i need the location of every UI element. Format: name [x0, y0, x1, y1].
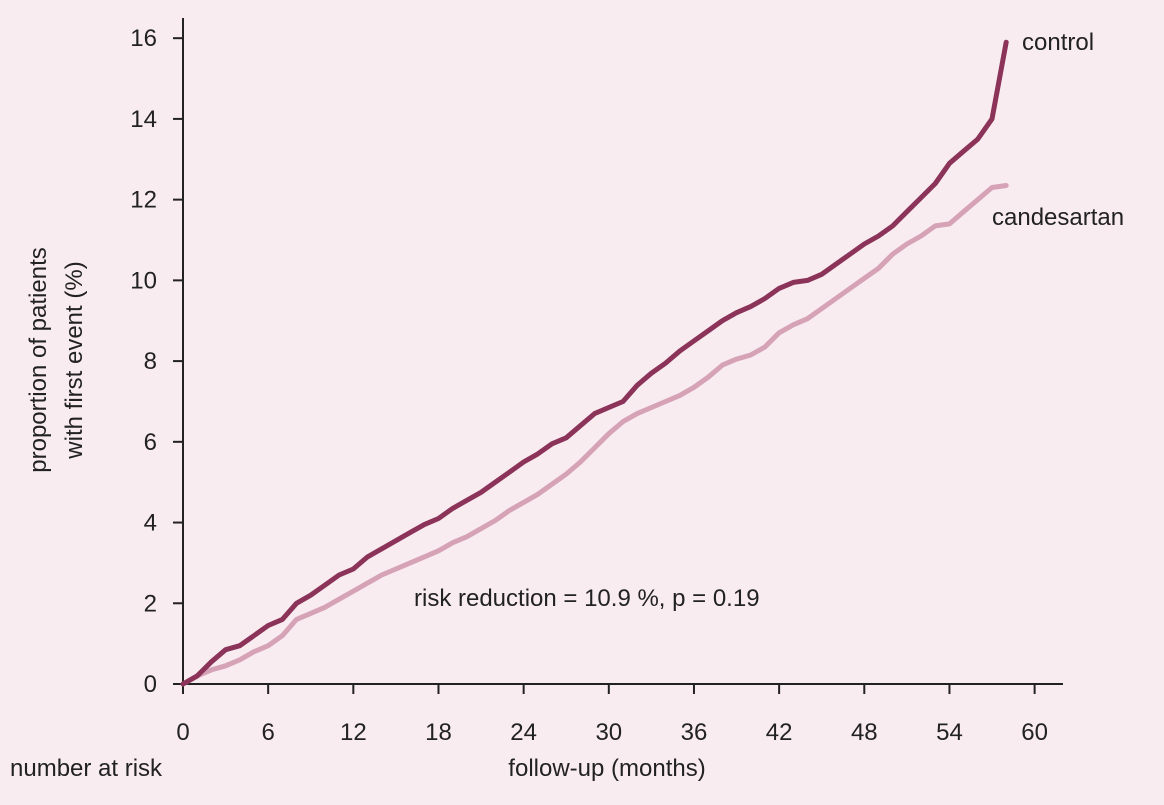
y-ticks: 0 2 4 6 8 10 12 14 16: [130, 25, 183, 698]
number-at-risk-label: number at risk: [10, 755, 163, 782]
y-tick-label: 16: [130, 25, 157, 52]
x-tick-label: 30: [595, 719, 622, 746]
y-tick-label: 8: [144, 348, 157, 375]
x-tick-label: 24: [510, 719, 537, 746]
risk-reduction-annotation: risk reduction = 10.9 %, p = 0.19: [414, 585, 760, 612]
y-axis-title-line-1: proportion of patients: [25, 247, 52, 472]
y-tick-label: 2: [144, 590, 157, 617]
y-axis-title-line-2: with first event (%): [61, 261, 88, 459]
series-line-control: [180, 39, 1009, 687]
y-tick-label: 14: [130, 106, 157, 133]
series-label-candesartan: candesartan: [992, 204, 1124, 231]
y-tick-label: 4: [144, 510, 157, 537]
y-tick-label: 12: [130, 187, 157, 214]
y-tick-label: 6: [144, 429, 157, 456]
x-tick-label: 60: [1021, 719, 1048, 746]
x-tick-label: 42: [766, 719, 793, 746]
axes: [182, 18, 1063, 685]
x-tick-label: 54: [936, 719, 963, 746]
series-lines: [180, 39, 1009, 687]
x-tick-label: 12: [340, 719, 367, 746]
series-line-candesartan: [180, 183, 1009, 687]
x-tick-label: 6: [261, 719, 274, 746]
x-tick-label: 36: [681, 719, 708, 746]
x-tick-label: 18: [425, 719, 452, 746]
series-label-control: control: [1022, 29, 1094, 56]
y-tick-label: 0: [144, 671, 157, 698]
x-ticks: 0 6 12 18 24 30 36 42 48 54 60: [176, 684, 1048, 746]
x-axis-title: follow-up (months): [508, 755, 705, 782]
y-tick-label: 10: [130, 267, 157, 294]
x-tick-label: 48: [851, 719, 878, 746]
x-tick-label: 0: [176, 719, 189, 746]
